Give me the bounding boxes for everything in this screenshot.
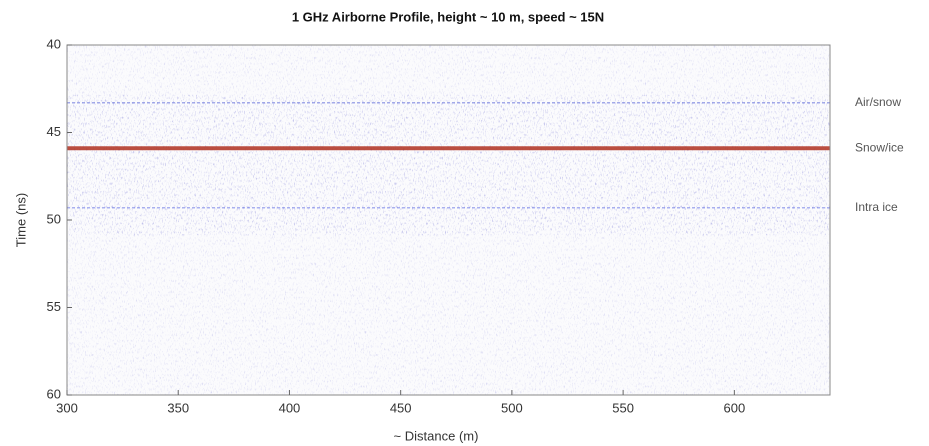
y-tick-label: 50 [47, 211, 61, 226]
y-axis-label: Time (ns) [13, 193, 28, 247]
x-tick-label: 300 [56, 400, 78, 415]
annotation: Intra ice [855, 200, 898, 214]
radar-texture-dense [67, 95, 830, 235]
annotation: Snow/ice [855, 140, 904, 154]
x-axis-label: ~ Distance (m) [394, 428, 479, 443]
y-tick-label: 45 [47, 124, 61, 139]
chart-title: 1 GHz Airborne Profile, height ~ 10 m, s… [292, 9, 604, 24]
x-tick-label: 550 [612, 400, 634, 415]
y-tick-label: 55 [47, 299, 61, 314]
radargram [67, 45, 830, 395]
y-tick-label: 60 [47, 386, 61, 401]
x-tick-label: 600 [723, 400, 745, 415]
annotation: Air/snow [855, 95, 901, 109]
x-tick-label: 450 [390, 400, 412, 415]
x-tick-label: 350 [167, 400, 189, 415]
x-tick-label: 400 [279, 400, 301, 415]
y-tick-label: 40 [47, 36, 61, 51]
x-tick-label: 500 [501, 400, 523, 415]
